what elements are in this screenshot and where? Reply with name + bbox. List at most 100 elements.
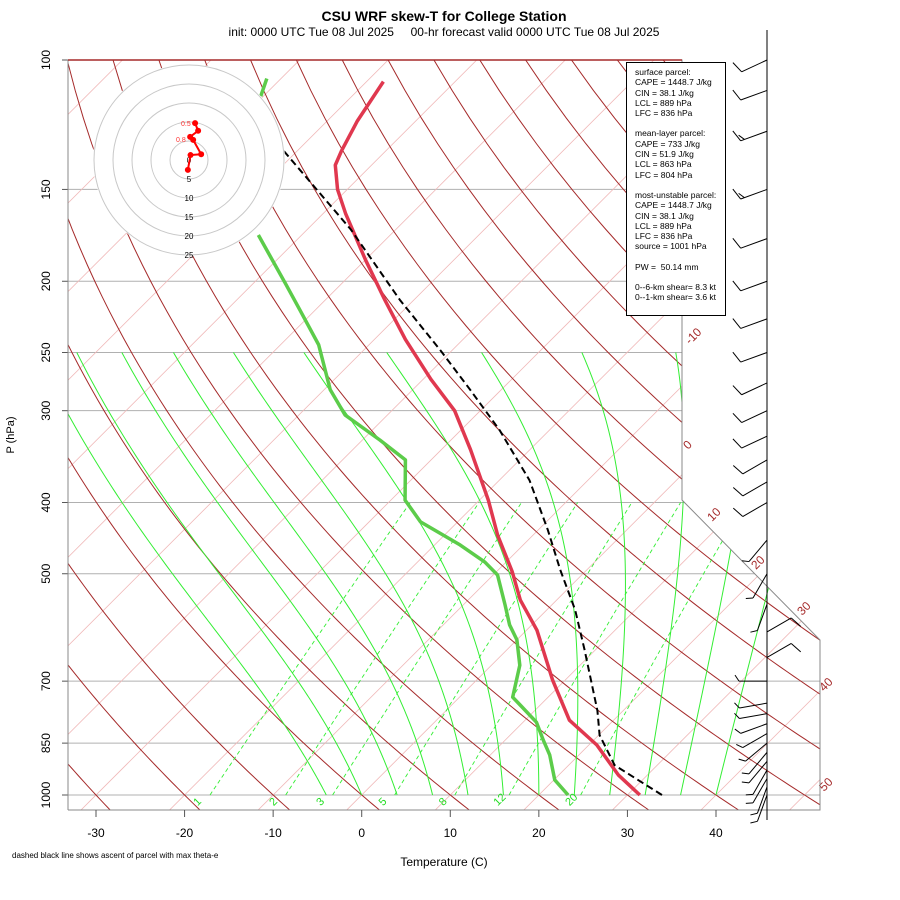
dry-adiabat <box>326 60 820 810</box>
barb-feather <box>732 351 742 363</box>
hodograph-ring <box>131 102 247 218</box>
hodograph-ring-label: 15 <box>185 213 194 222</box>
barb-feather <box>738 192 745 199</box>
wind-barb <box>745 769 768 796</box>
stats-line: CIN = 51.9 J/kg <box>635 149 694 160</box>
barb-staff <box>741 59 768 73</box>
mixing-ratio-label: 5 <box>377 796 390 809</box>
stats-line: LFC = 836 hPa <box>635 108 693 119</box>
mixing-ratio-line <box>332 502 522 796</box>
stats-spacer <box>635 180 725 190</box>
dry-adiabat <box>148 60 820 810</box>
x-tick-label: -30 <box>87 826 105 840</box>
isotherm-line <box>878 26 900 810</box>
wind-barb <box>732 318 768 329</box>
hodograph-point-label: 0.8 <box>176 137 186 144</box>
isotherm-label: 30 <box>794 599 814 619</box>
x-tick-label: 20 <box>532 826 546 840</box>
hodograph-point <box>184 166 191 173</box>
mixing-ratio-line <box>454 502 633 796</box>
moist-adiabat <box>303 352 504 796</box>
hodograph-point <box>195 127 202 134</box>
barb-staff <box>752 778 768 804</box>
barb-staff <box>740 188 768 200</box>
x-tick-label: 30 <box>621 826 635 840</box>
wind-barb <box>732 502 768 517</box>
hodograph-ring-label: 10 <box>185 194 194 203</box>
wind-barbs <box>732 30 802 824</box>
isotherm-line <box>434 60 820 810</box>
isotherm-line <box>68 60 423 810</box>
isotherm-label: 40 <box>816 675 836 695</box>
wind-barb <box>741 539 768 563</box>
stats-line: CIN = 38.1 J/kg <box>635 210 694 221</box>
barb-feather <box>750 820 758 824</box>
barb-staff <box>742 481 768 497</box>
barb-staff <box>752 573 768 599</box>
stats-line: LCL = 889 hPa <box>635 97 692 108</box>
hodograph-point <box>192 120 199 127</box>
barb-feather <box>732 507 744 517</box>
wind-barb <box>741 752 768 775</box>
dry-adiabat <box>68 60 291 810</box>
wind-barb <box>734 712 768 719</box>
isotherm-line <box>522 60 820 810</box>
isotherm-line <box>257 60 820 810</box>
wind-barb <box>732 410 768 423</box>
y-tick-label: 150 <box>39 179 53 199</box>
stats-line: 0--1-km shear= 3.6 kt <box>635 292 717 303</box>
dry-adiabat <box>415 60 820 810</box>
wind-barb <box>745 573 768 599</box>
barb-staff <box>766 617 792 633</box>
barb-staff <box>752 769 768 795</box>
wind-barb <box>732 188 768 200</box>
barb-feather <box>734 674 740 682</box>
barb-feather <box>732 438 742 449</box>
parcel-stats-box: surface parcel: CAPE = 1448.7 J/kg CIN = 3… <box>626 62 726 316</box>
wind-barb <box>734 702 768 709</box>
wind-barb <box>736 733 768 749</box>
wind-barb <box>732 237 768 249</box>
isotherm-line <box>168 60 820 810</box>
hodograph-ring-label: 25 <box>185 251 194 260</box>
isotherm-label: 10 <box>704 505 724 525</box>
barb-feather <box>732 89 742 101</box>
wind-barb <box>738 742 768 762</box>
hodograph-point <box>187 133 194 140</box>
barb-staff <box>741 382 768 396</box>
barb-feather <box>790 617 802 627</box>
temperature-line <box>333 80 642 797</box>
wind-barb <box>732 382 768 396</box>
moist-adiabat <box>481 352 579 796</box>
dry-adiabat <box>68 60 561 810</box>
barb-feather <box>750 812 758 816</box>
profiles <box>256 78 663 797</box>
barb-feather <box>741 560 750 563</box>
isotherm-line <box>611 60 820 810</box>
barb-feather <box>741 781 750 784</box>
barb-staff <box>766 643 792 658</box>
barb-feather <box>738 758 746 762</box>
mixing-ratio-label: 3 <box>314 796 327 809</box>
stats-line: 0--6-km shear= 8.3 kt <box>635 282 717 293</box>
barb-feather <box>732 62 742 73</box>
moist-adiabat <box>121 352 398 796</box>
x-tick-label: 40 <box>709 826 723 840</box>
barb-staff <box>740 238 768 249</box>
hodograph-point-label: 0.5 <box>181 121 191 128</box>
wind-barb <box>766 643 802 658</box>
x-tick-label: -10 <box>264 826 282 840</box>
y-tick-label: 400 <box>39 492 53 512</box>
mixing-ratio-line <box>285 502 480 796</box>
barb-staff <box>740 318 768 329</box>
wind-barb <box>732 89 768 101</box>
dewpoint-upper-line <box>259 78 269 97</box>
chart-title: CSU WRF skew-T for College Station <box>321 8 566 24</box>
barb-staff <box>756 603 768 631</box>
barb-feather <box>734 712 740 719</box>
y-axis-label: P (hPa) <box>5 416 17 453</box>
barb-staff <box>748 752 768 775</box>
wind-barb <box>732 280 768 292</box>
